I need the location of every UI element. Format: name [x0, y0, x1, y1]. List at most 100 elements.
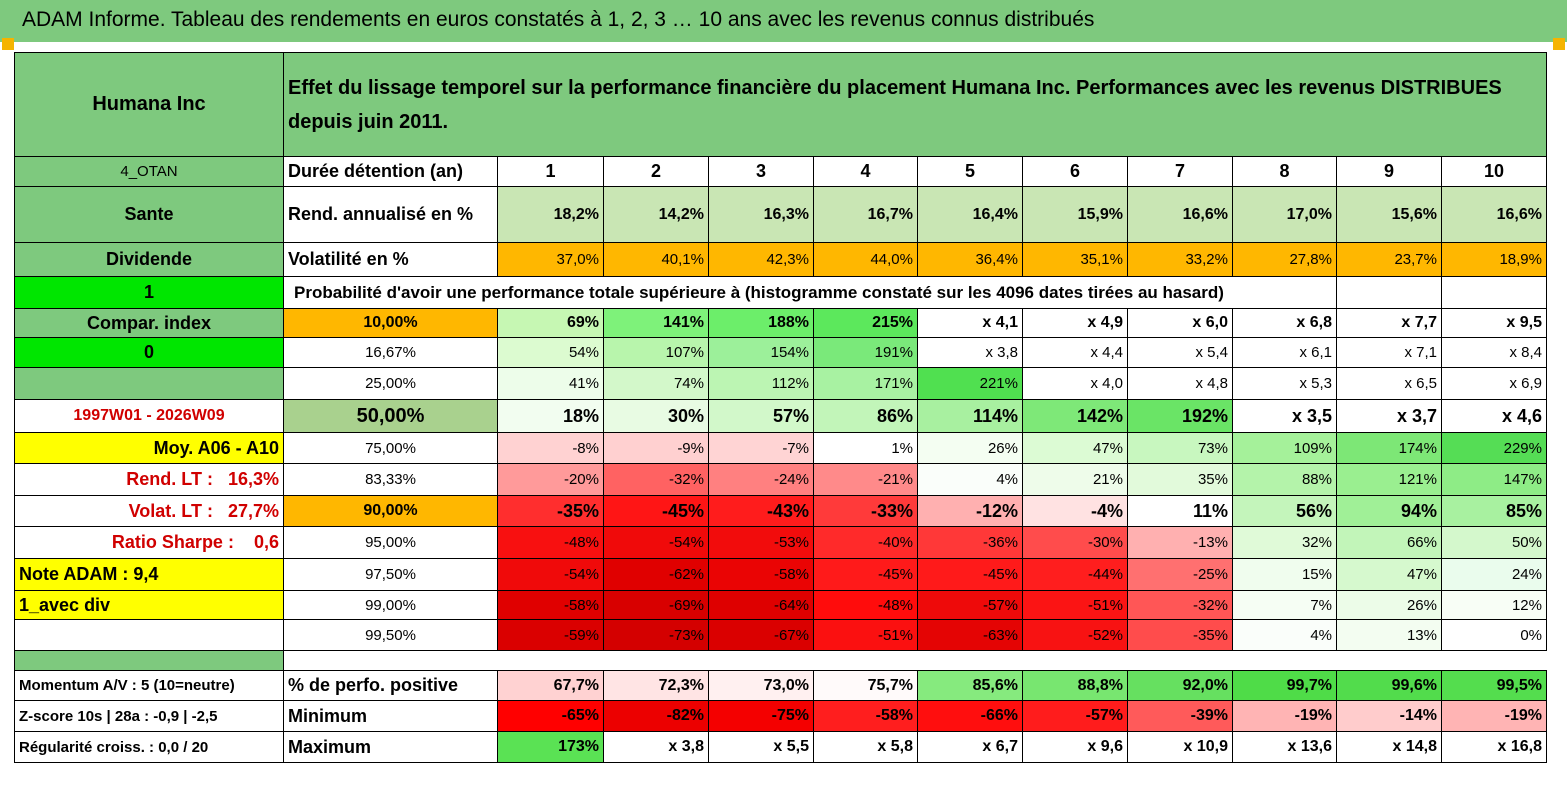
- empty-cell: [1336, 276, 1442, 309]
- flag-zero: 0: [14, 337, 284, 368]
- pos-cell: 92,0%: [1127, 670, 1233, 701]
- proba-cell: -67%: [708, 619, 814, 651]
- proba-cell: -8%: [497, 432, 604, 464]
- rend-lt-value: 16,3%: [227, 469, 279, 489]
- proba-cell: 0%: [1441, 619, 1547, 651]
- sharpe-label: Ratio Sharpe :: [111, 532, 234, 552]
- max-cell: x 9,6: [1022, 731, 1128, 763]
- pos-cell: 99,5%: [1441, 670, 1547, 701]
- header-row: Humana Inc Effet du lissage temporel sur…: [14, 52, 1547, 157]
- proba-cell: -33%: [813, 495, 918, 527]
- proba-cell: 188%: [708, 308, 814, 338]
- vol-cell: 42,3%: [708, 242, 814, 277]
- proba-cell: -59%: [497, 619, 604, 651]
- proba-cell: x 4,4: [1022, 337, 1128, 368]
- proba-cell: -57%: [917, 590, 1023, 620]
- year-header: 10: [1441, 156, 1547, 187]
- proba-cell: 147%: [1441, 463, 1547, 496]
- proba-threshold: 25,00%: [283, 367, 498, 400]
- proba-cell: -24%: [708, 463, 814, 496]
- proba-cell: -73%: [603, 619, 709, 651]
- proba-cell: -4%: [1022, 495, 1128, 527]
- rend-cell: 16,4%: [917, 186, 1023, 243]
- min-label: Minimum: [283, 700, 498, 732]
- empty-cell: [14, 619, 284, 651]
- proba-cell: 15%: [1232, 558, 1337, 591]
- rend-cell: 15,6%: [1336, 186, 1442, 243]
- proba-cell: -44%: [1022, 558, 1128, 591]
- avec-div: 1_avec div: [14, 590, 284, 620]
- spacer-row: [14, 650, 1547, 671]
- pos-cell: 99,6%: [1336, 670, 1442, 701]
- proba-row: Note ADAM : 9,4 97,50% -54% -62% -58% -45%…: [14, 558, 1547, 591]
- pos-cell: 85,6%: [917, 670, 1023, 701]
- spacer-cell: [284, 651, 1547, 671]
- proba-row: 0 16,67% 54% 107% 154% 191% x 3,8 x 4,4 x 5…: [14, 337, 1547, 368]
- year-header: 3: [708, 156, 814, 187]
- proba-row: 99,50% -59% -73% -67% -51% -63% -52% -35% 4%…: [14, 619, 1547, 651]
- proba-cell: 73%: [1127, 432, 1233, 464]
- proba-cell: x 7,7: [1336, 308, 1442, 338]
- proba-cell: x 4,9: [1022, 308, 1128, 338]
- proba-cell: 85%: [1441, 495, 1547, 527]
- proba-cell: -48%: [497, 526, 604, 559]
- max-cell: x 5,5: [708, 731, 814, 763]
- proba-cell: -9%: [603, 432, 709, 464]
- proba-cell: -40%: [813, 526, 918, 559]
- proba-cell: x 6,0: [1127, 308, 1233, 338]
- flag-one: 1: [14, 276, 284, 309]
- vol-cell: 36,4%: [917, 242, 1023, 277]
- proba-cell: x 4,8: [1127, 367, 1233, 400]
- proba-cell: -7%: [708, 432, 814, 464]
- vol-cell: 44,0%: [813, 242, 918, 277]
- proba-row: Volat. LT : 27,7% 90,00% -35% -45% -43% -3…: [14, 495, 1547, 527]
- sector-label: Sante: [14, 186, 284, 243]
- rend-cell: 16,3%: [708, 186, 814, 243]
- page-title: ADAM Informe. Tableau des rendements en …: [0, 0, 1567, 42]
- proba-cell: x 3,7: [1336, 399, 1442, 433]
- year-header: 4: [813, 156, 918, 187]
- proba-cell: 221%: [917, 367, 1023, 400]
- proba-threshold: 10,00%: [283, 308, 498, 338]
- proba-cell: 109%: [1232, 432, 1337, 464]
- empty-cell: [14, 367, 284, 400]
- rend-cell: 16,6%: [1441, 186, 1547, 243]
- proba-cell: -58%: [497, 590, 604, 620]
- proba-cell: -35%: [497, 495, 604, 527]
- min-cell: -57%: [1022, 700, 1128, 732]
- proba-cell: x 6,5: [1336, 367, 1442, 400]
- proba-cell: x 5,4: [1127, 337, 1233, 368]
- maximum-row: Régularité croiss. : 0,0 / 20 Maximum 17…: [14, 731, 1547, 763]
- rend-cell: 15,9%: [1022, 186, 1128, 243]
- proba-cell: x 3,8: [917, 337, 1023, 368]
- vol-cell: 23,7%: [1336, 242, 1442, 277]
- proba-cell: 86%: [813, 399, 918, 433]
- min-cell: -75%: [708, 700, 814, 732]
- volat-lt-value: 27,7%: [227, 500, 279, 521]
- year-header: 7: [1127, 156, 1233, 187]
- proba-cell: x 4,1: [917, 308, 1023, 338]
- min-cell: -66%: [917, 700, 1023, 732]
- rend-label: Rend. annualisé en %: [283, 186, 498, 243]
- proba-threshold: 90,00%: [283, 495, 498, 527]
- proba-cell: -30%: [1022, 526, 1128, 559]
- proba-cell: 50%: [1441, 526, 1547, 559]
- proba-threshold: 97,50%: [283, 558, 498, 591]
- proba-cell: -12%: [917, 495, 1023, 527]
- proba-cell: 56%: [1232, 495, 1337, 527]
- proba-cell: 69%: [497, 308, 604, 338]
- volat-lt-label: Volat. LT :: [128, 500, 213, 521]
- proba-cell: -52%: [1022, 619, 1128, 651]
- max-label: Maximum: [283, 731, 498, 763]
- proba-cell: 174%: [1336, 432, 1442, 464]
- proba-cell: 191%: [813, 337, 918, 368]
- proba-cell: 4%: [1232, 619, 1337, 651]
- proba-cell: 141%: [603, 308, 709, 338]
- proba-cell: 32%: [1232, 526, 1337, 559]
- min-cell: -39%: [1127, 700, 1233, 732]
- proba-cell: -32%: [603, 463, 709, 496]
- compar-index-label: Compar. index: [14, 308, 284, 338]
- proba-cell: 1%: [813, 432, 918, 464]
- volat-lt: Volat. LT : 27,7%: [14, 495, 284, 527]
- proba-cell: x 6,9: [1441, 367, 1547, 400]
